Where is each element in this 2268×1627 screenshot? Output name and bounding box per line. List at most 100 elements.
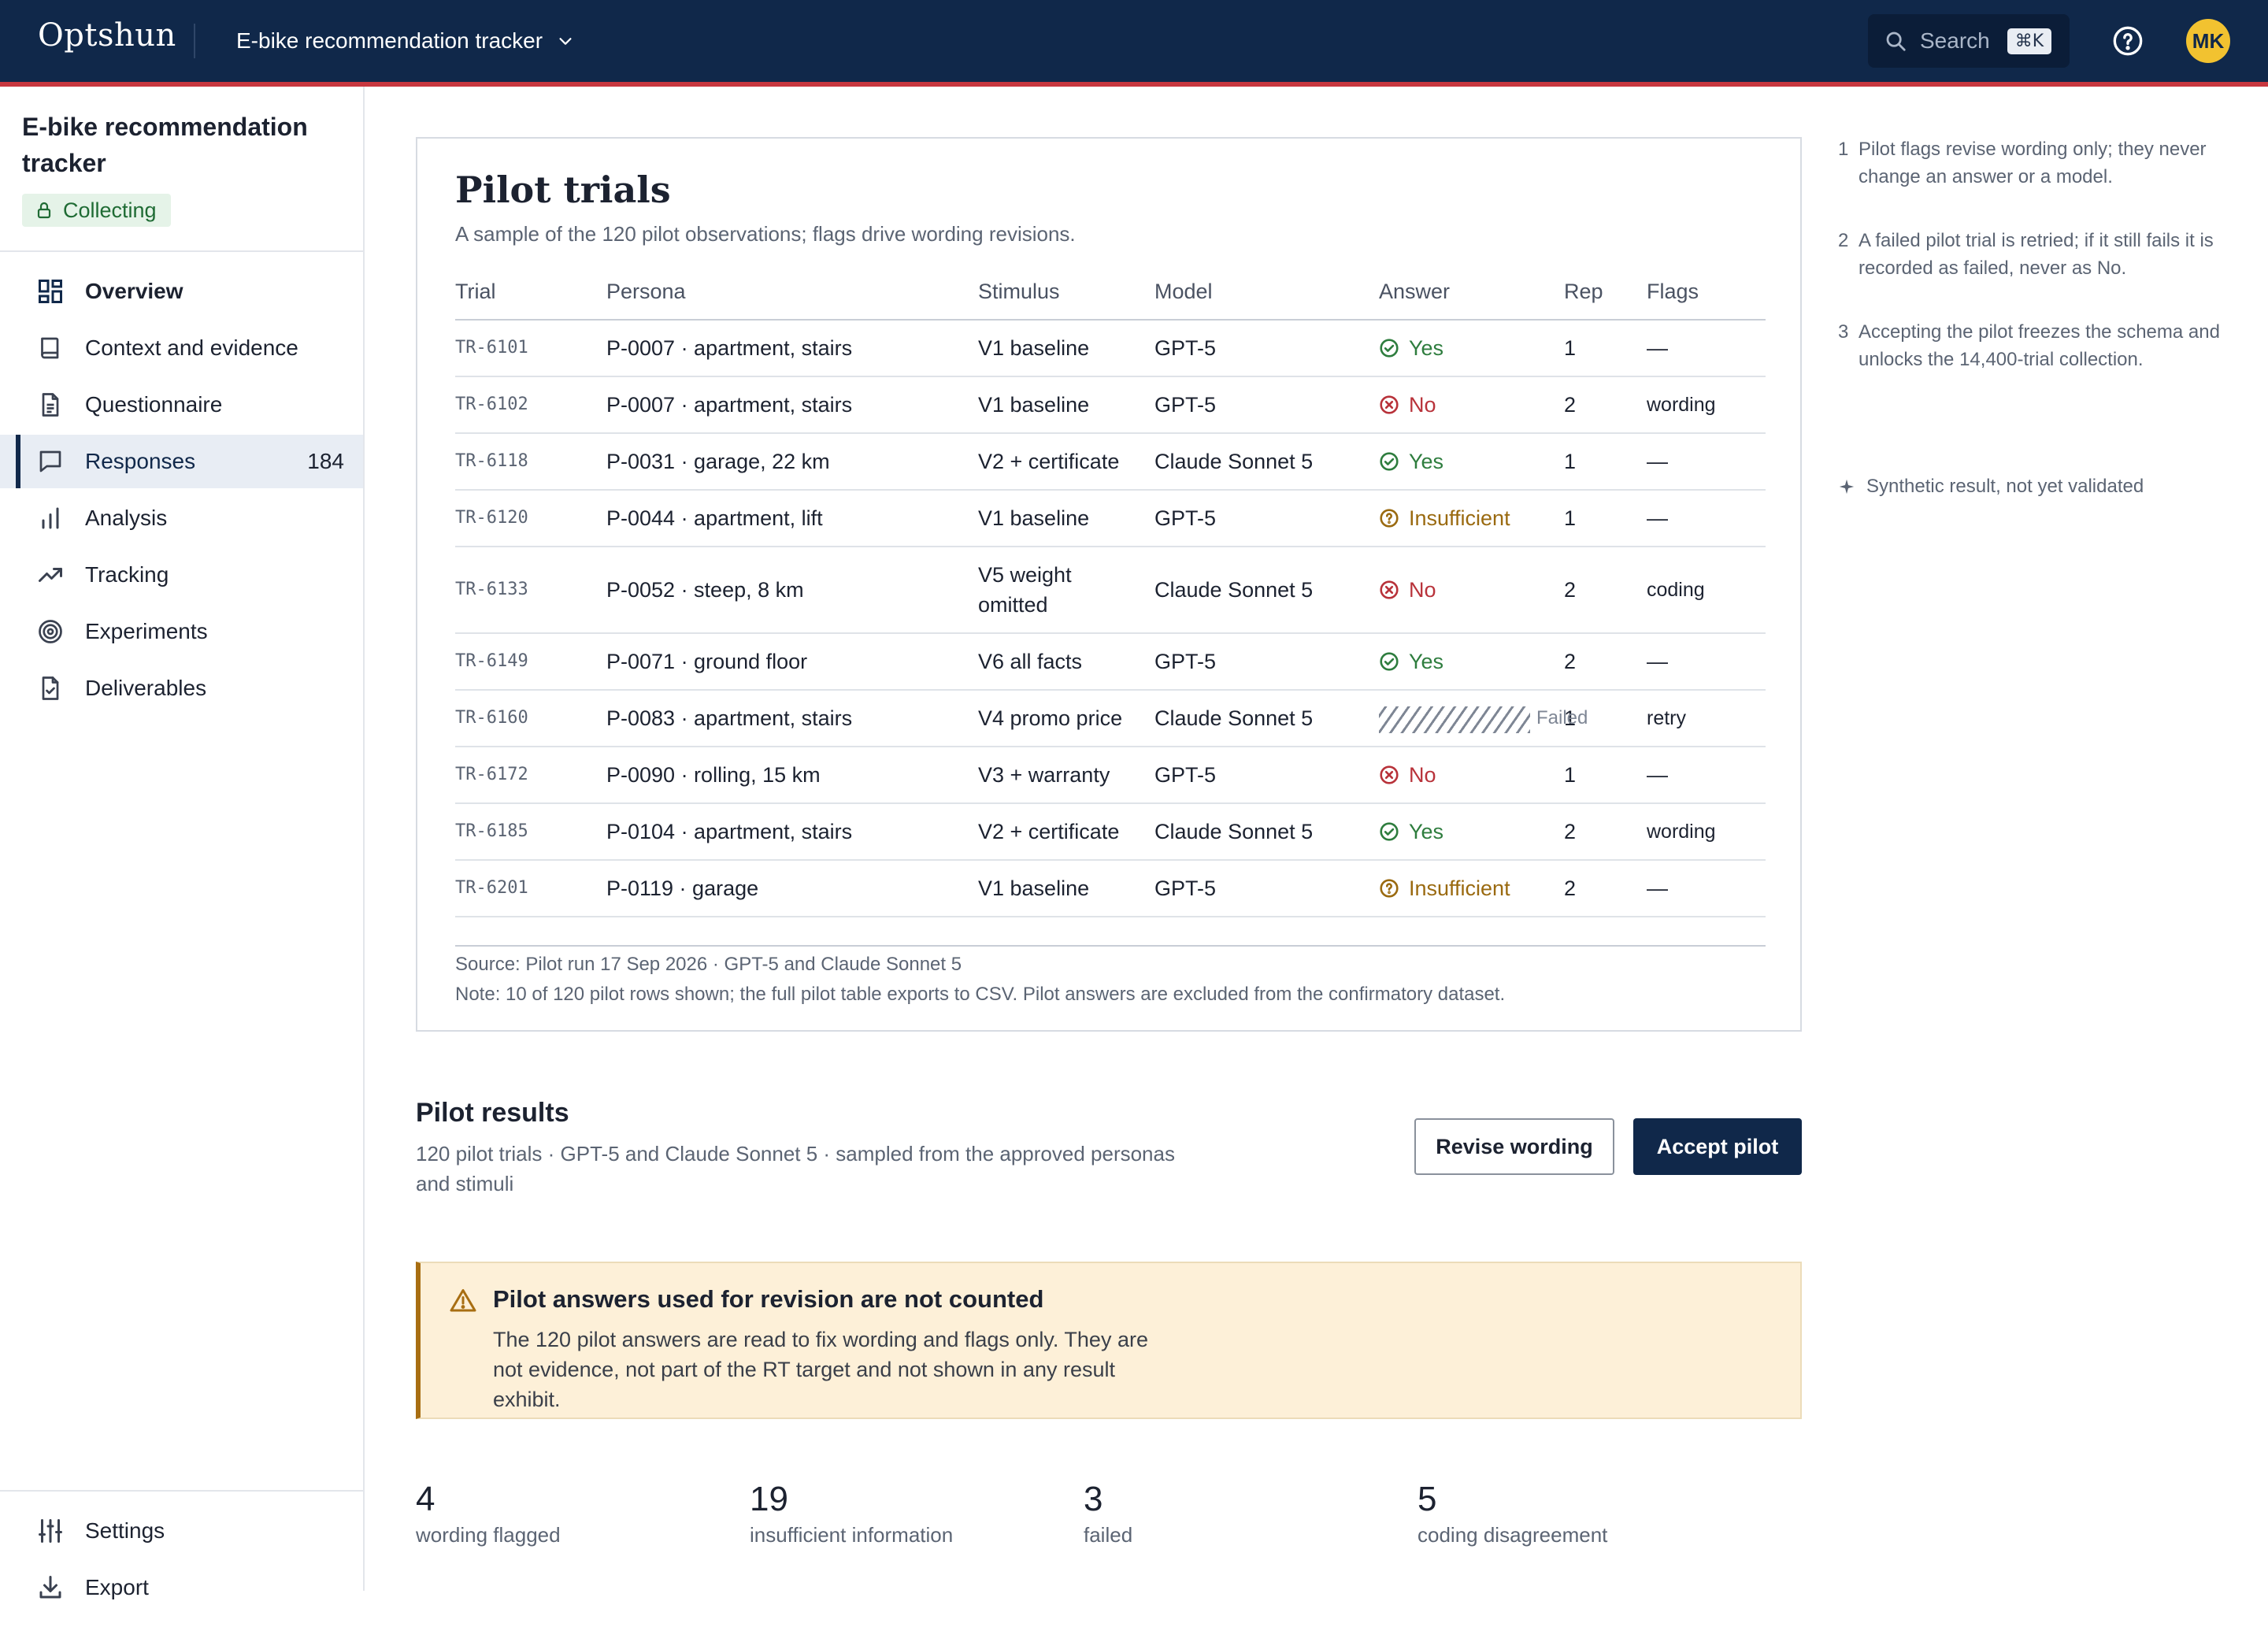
- sidebar-item-experiments[interactable]: Experiments: [0, 605, 363, 658]
- pilot-trials-card: Pilot trials A sample of the 120 pilot o…: [416, 137, 1802, 1032]
- status-badge: Collecting: [22, 194, 171, 227]
- column-header[interactable]: Rep: [1564, 265, 1647, 321]
- rep-cell: 1: [1564, 490, 1647, 547]
- table-row[interactable]: TR-6118 P-0031 · garage, 22 km V2 + certif…: [455, 433, 1766, 491]
- sidebar-item-tracking[interactable]: Tracking: [0, 548, 363, 602]
- flag-cell[interactable]: retry: [1647, 690, 1766, 747]
- model-cell: Claude Sonnet 5: [1154, 433, 1379, 491]
- topbar-accent-line: [0, 82, 2268, 87]
- table-row[interactable]: TR-6149 P-0071 · ground floor V6 all facts…: [455, 633, 1766, 691]
- model-cell: GPT-5: [1154, 376, 1379, 434]
- table-body: TR-6101 P-0007 · apartment, stairs V1 base…: [455, 320, 1766, 917]
- accept-pilot-button[interactable]: Accept pilot: [1633, 1118, 1802, 1175]
- table-row[interactable]: TR-6133 P-0052 · steep, 8 km V5 weight omi…: [455, 547, 1766, 634]
- synthetic-result-note: Synthetic result, not yet validated: [1838, 476, 2144, 498]
- question-circle-icon: [1380, 509, 1399, 528]
- answer-label: No: [1409, 763, 1436, 787]
- column-header[interactable]: Answer: [1379, 265, 1564, 321]
- trend-icon: [39, 568, 62, 582]
- column-header[interactable]: Model: [1154, 265, 1379, 321]
- flag-cell[interactable]: wording: [1647, 803, 1766, 861]
- warning-title: Pilot answers used for revision are not …: [493, 1285, 1044, 1313]
- table-footer-divider: [455, 945, 1766, 947]
- sidebar-item-deliverables[interactable]: Deliverables: [0, 662, 363, 715]
- x-circle-icon: [1380, 395, 1399, 414]
- warning-callout: Pilot answers used for revision are not …: [416, 1262, 1802, 1419]
- warning-icon: [450, 1289, 476, 1312]
- status-label: Collecting: [63, 198, 157, 222]
- column-header[interactable]: Stimulus: [978, 265, 1154, 321]
- search-placeholder: Search: [1920, 28, 1990, 53]
- answer-label: Insufficient: [1409, 877, 1510, 900]
- persona-cell: P-0007 · apartment, stairs: [606, 320, 978, 377]
- project-name: E-bike recommendation tracker: [236, 28, 543, 53]
- sidebar-item-label: Export: [85, 1575, 149, 1599]
- sidebar-item-label: Overview: [85, 279, 183, 303]
- check-circle-icon: [1380, 822, 1399, 841]
- table-row[interactable]: TR-6172 P-0090 · rolling, 15 km V3 + warra…: [455, 747, 1766, 804]
- answer-label: Yes: [1409, 336, 1444, 360]
- sidebar-item-context[interactable]: Context and evidence: [0, 321, 363, 375]
- file-check-icon: [42, 676, 59, 700]
- stimulus-cell: V2 + certificate: [978, 433, 1154, 491]
- trial-id: TR-6133: [455, 547, 606, 634]
- column-header[interactable]: Flags: [1647, 265, 1766, 321]
- flag-cell[interactable]: wording: [1647, 376, 1766, 434]
- table-row[interactable]: TR-6201 P-0119 · garage V1 baseline GPT-5 In…: [455, 860, 1766, 917]
- warning-body: The 120 pilot answers are read to fix wo…: [493, 1328, 1148, 1411]
- search-box[interactable]: Search ⌘K: [1868, 14, 2070, 68]
- answer-failed: Failed: [1536, 707, 1588, 728]
- brand-logo[interactable]: Optshun: [38, 17, 176, 54]
- persona-cell: P-0083 · apartment, stairs: [606, 690, 978, 747]
- sidebar-item-label: Questionnaire: [85, 392, 223, 417]
- flag-cell[interactable]: coding: [1647, 547, 1766, 634]
- sidebar-item-export[interactable]: Export: [0, 1561, 363, 1614]
- sidebar-item-responses[interactable]: Responses 184: [0, 435, 363, 488]
- avatar[interactable]: MK: [2186, 19, 2230, 63]
- trial-id: TR-6172: [455, 747, 606, 804]
- sidebar-item-questionnaire[interactable]: Questionnaire: [0, 378, 363, 432]
- model-cell: GPT-5: [1154, 860, 1379, 917]
- table-row[interactable]: TR-6185 P-0104 · apartment, stairs V2 + ce…: [455, 803, 1766, 861]
- help-icon[interactable]: [2112, 25, 2144, 57]
- trial-id: TR-6185: [455, 803, 606, 861]
- column-header[interactable]: Trial: [455, 265, 606, 321]
- persona-cell: P-0007 · apartment, stairs: [606, 376, 978, 434]
- stat-value: 4: [416, 1480, 435, 1518]
- source-line: Source: Pilot run 17 Sep 2026 · GPT-5 an…: [455, 954, 962, 975]
- answer-cell: Yes: [1379, 633, 1564, 691]
- check-circle-icon: [1380, 339, 1399, 358]
- table-row[interactable]: TR-6101 P-0007 · apartment, stairs V1 base…: [455, 320, 1766, 377]
- revise-wording-button[interactable]: Revise wording: [1414, 1118, 1614, 1175]
- stat-label: coding disagreement: [1418, 1523, 1608, 1547]
- persona-cell: P-0044 · apartment, lift: [606, 490, 978, 547]
- model-cell: GPT-5: [1154, 633, 1379, 691]
- table-row[interactable]: TR-6102 P-0007 · apartment, stairs V1 base…: [455, 376, 1766, 434]
- sidebar-item-overview[interactable]: Overview: [0, 265, 363, 318]
- answer-label: Yes: [1409, 820, 1444, 843]
- pilot-trials-table: Trial Persona Stimulus Model Answer Rep …: [455, 265, 1766, 917]
- side-note: 1 Pilot flags revise wording only; they …: [1835, 135, 2229, 191]
- rep-cell: 2: [1564, 860, 1647, 917]
- sidebar-item-settings[interactable]: Settings: [0, 1504, 363, 1558]
- failed-hatch: [1379, 706, 1530, 733]
- note-text: Accepting the pilot freezes the schema a…: [1858, 321, 2220, 370]
- sparkle-icon: [1839, 479, 1855, 495]
- column-header[interactable]: Persona: [606, 265, 978, 321]
- table-row[interactable]: TR-6120 P-0044 · apartment, lift V1 baseli…: [455, 490, 1766, 547]
- chevron-down-icon: [559, 38, 572, 45]
- trial-id: TR-6118: [455, 433, 606, 491]
- flag-cell: —: [1647, 490, 1766, 547]
- sidebar-divider: [0, 250, 363, 252]
- answer-cell: Yes: [1379, 320, 1564, 377]
- trial-id: TR-6102: [455, 376, 606, 434]
- persona-cell: P-0119 · garage: [606, 860, 978, 917]
- responses-count: 184: [307, 449, 344, 473]
- sidebar-item-analysis[interactable]: Analysis: [0, 491, 363, 545]
- answer-cell: Insufficient: [1379, 860, 1564, 917]
- stat-insufficient: 19 insufficient information: [750, 1477, 953, 1547]
- stat-wording-flagged: 4 wording flagged: [416, 1477, 561, 1547]
- project-switcher[interactable]: E-bike recommendation tracker: [236, 24, 574, 58]
- table-row[interactable]: TR-6160 P-0083 · apartment, stairs V4 prom…: [455, 690, 1766, 747]
- stat-failed: 3 failed: [1084, 1477, 1132, 1547]
